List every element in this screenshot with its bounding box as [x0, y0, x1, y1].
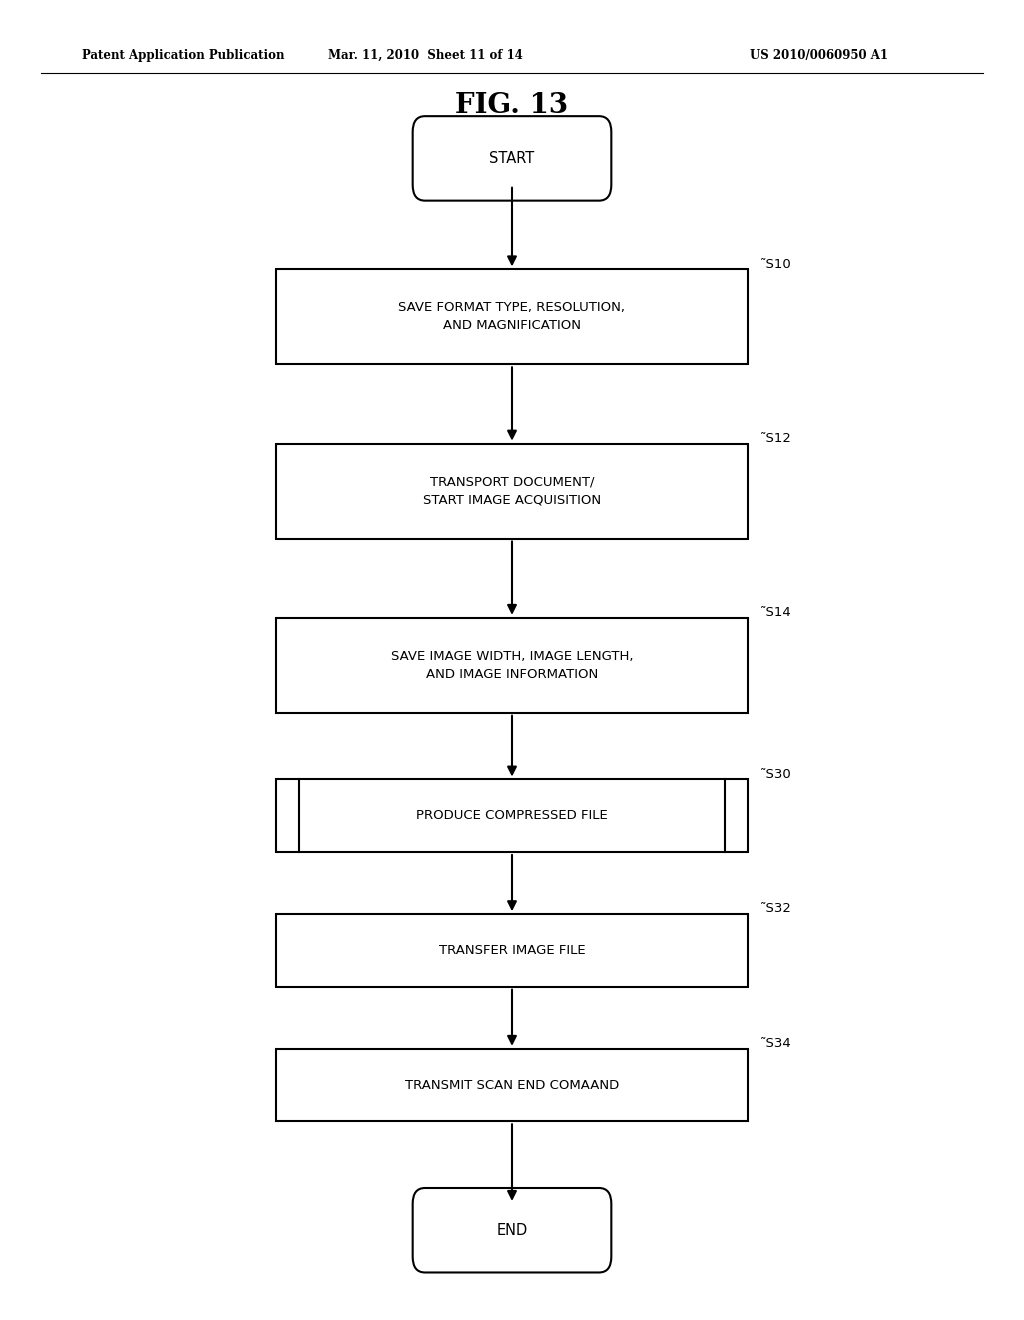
Bar: [276, 779, 748, 853]
Text: PRODUCE COMPRESSED FILE: PRODUCE COMPRESSED FILE: [416, 809, 608, 822]
Text: ˜S14: ˜S14: [760, 606, 792, 619]
Text: TRANSMIT SCAN END COMAAND: TRANSMIT SCAN END COMAAND: [404, 1078, 620, 1092]
Text: ˜S34: ˜S34: [760, 1038, 792, 1049]
Text: END: END: [497, 1222, 527, 1238]
Text: TRANSPORT DOCUMENT/
START IMAGE ACQUISITION: TRANSPORT DOCUMENT/ START IMAGE ACQUISIT…: [423, 475, 601, 507]
Text: ˜S10: ˜S10: [760, 257, 792, 271]
Bar: [276, 913, 748, 987]
Bar: [276, 618, 748, 713]
Text: Mar. 11, 2010  Sheet 11 of 14: Mar. 11, 2010 Sheet 11 of 14: [328, 49, 522, 62]
Text: US 2010/0060950 A1: US 2010/0060950 A1: [751, 49, 888, 62]
Text: Patent Application Publication: Patent Application Publication: [82, 49, 285, 62]
Text: START: START: [489, 150, 535, 166]
Text: ˜S32: ˜S32: [760, 903, 792, 915]
Text: SAVE IMAGE WIDTH, IMAGE LENGTH,
AND IMAGE INFORMATION: SAVE IMAGE WIDTH, IMAGE LENGTH, AND IMAG…: [391, 649, 633, 681]
FancyBboxPatch shape: [413, 1188, 611, 1272]
Text: FIG. 13: FIG. 13: [456, 92, 568, 119]
Bar: [276, 269, 748, 364]
Text: TRANSFER IMAGE FILE: TRANSFER IMAGE FILE: [438, 944, 586, 957]
Text: ˜S12: ˜S12: [760, 432, 792, 445]
Text: ˜S30: ˜S30: [760, 768, 792, 780]
Text: SAVE FORMAT TYPE, RESOLUTION,
AND MAGNIFICATION: SAVE FORMAT TYPE, RESOLUTION, AND MAGNIF…: [398, 301, 626, 333]
Bar: [276, 444, 748, 539]
FancyBboxPatch shape: [413, 116, 611, 201]
Bar: [276, 1048, 748, 1122]
